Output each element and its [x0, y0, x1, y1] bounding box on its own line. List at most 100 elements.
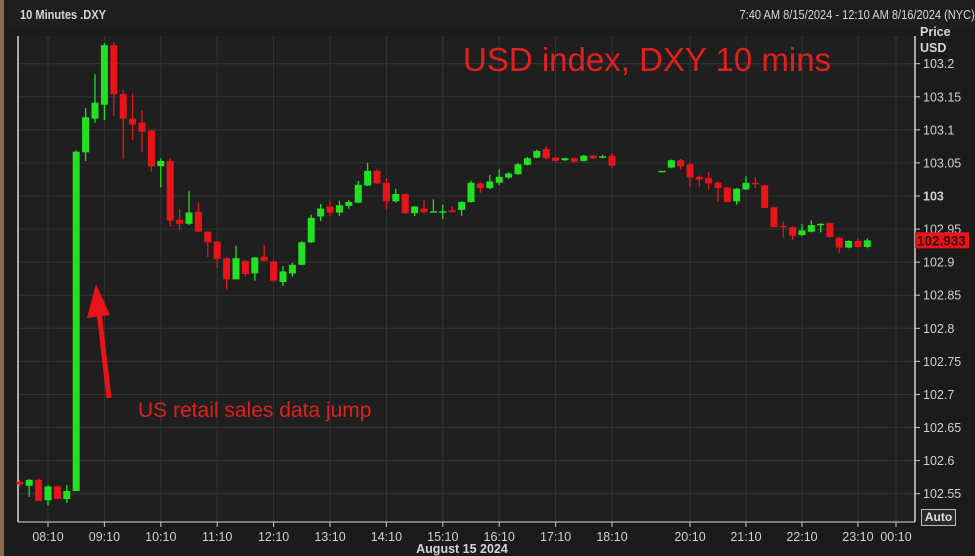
candle-14:10 — [382, 178, 390, 210]
candle-body — [91, 102, 99, 119]
candle-11:30 — [232, 245, 240, 280]
candle-13:10 — [326, 200, 334, 217]
candle-12:40 — [298, 240, 306, 266]
chart-time-range[interactable]: 7:40 AM 8/15/2024 - 12:10 AM 8/16/2024 (… — [739, 7, 975, 22]
candle-body — [232, 258, 240, 280]
candle-body — [401, 194, 409, 214]
candle-body — [298, 242, 306, 265]
candle-body — [542, 149, 550, 159]
candle-body — [223, 258, 231, 280]
candle-13:20 — [335, 200, 343, 216]
price-axis: 102.55 102.6 102.65 102.7 102.75 102.8 102.85 1… — [915, 57, 961, 501]
candle-11:00 — [204, 231, 212, 257]
candle-20:40 — [714, 181, 722, 202]
candle-body — [667, 160, 675, 168]
candle-body — [854, 240, 862, 247]
candle-18:10 — [608, 153, 616, 169]
currency-label: USD — [920, 41, 946, 55]
time-axis: 08:10 09:10 10:10 11:10 12:10 13:10 14:10 15:10… — [32, 522, 912, 544]
candle-11:20 — [223, 257, 231, 290]
candle-body — [589, 155, 597, 159]
candle-body — [307, 217, 315, 243]
candle-body — [467, 182, 475, 202]
candle-body — [157, 160, 165, 167]
candle-body — [807, 225, 815, 232]
candle-body — [110, 45, 118, 95]
candle-20:20 — [695, 175, 703, 187]
x-tick-label: 22:10 — [786, 530, 817, 544]
candle-17:10 — [552, 156, 560, 162]
y-tick-label: 103 — [923, 190, 944, 204]
candle-body — [382, 182, 390, 202]
candle-body — [448, 210, 456, 213]
x-tick-label: 12:10 — [258, 530, 289, 544]
candle-body — [733, 188, 741, 202]
candle-09:50 — [138, 110, 146, 152]
candles — [16, 42, 871, 506]
candle-22:30 — [817, 223, 825, 233]
candle-22:00 — [789, 226, 797, 240]
candle-body — [345, 201, 353, 206]
candle-body — [176, 219, 184, 224]
candle-14:50 — [420, 199, 428, 214]
y-tick-label: 102.85 — [923, 289, 961, 303]
candle-23:10 — [854, 238, 862, 248]
candle-11:10 — [213, 240, 221, 269]
x-tick-label: 11:10 — [202, 530, 232, 544]
candle-07:50 — [25, 479, 33, 497]
candle-21:10 — [742, 176, 750, 191]
y-tick-label: 102.8 — [923, 322, 954, 336]
candle-body — [770, 207, 778, 228]
x-tick-label: 20:10 — [674, 530, 705, 544]
auto-scale-button[interactable]: Auto — [921, 509, 956, 526]
candle-08:10 — [44, 485, 52, 506]
candle-11:40 — [241, 260, 249, 277]
candle-16:20 — [505, 172, 513, 179]
candle-body — [16, 481, 24, 485]
candle-22:10 — [798, 223, 806, 237]
candle-12:50 — [307, 214, 315, 243]
candle-16:30 — [514, 162, 522, 175]
candle-20:30 — [705, 172, 713, 190]
candle-body — [570, 158, 578, 162]
candle-13:00 — [317, 203, 325, 222]
y-tick-label: 102.75 — [923, 355, 961, 369]
candle-body — [429, 211, 437, 213]
candle-body — [213, 241, 221, 259]
candle-15:00 — [429, 199, 437, 213]
candle-08:20 — [53, 485, 61, 499]
candle-13:30 — [345, 199, 353, 209]
candle-body — [495, 176, 503, 183]
candle-14:20 — [392, 188, 400, 203]
y-tick-label: 102.6 — [923, 454, 954, 468]
x-tick-label: 15:10 — [427, 530, 458, 544]
candle-body — [845, 240, 853, 248]
candle-body — [608, 155, 616, 166]
annotation-arrow-icon — [87, 284, 112, 399]
candle-07:40 — [16, 479, 24, 487]
candle-15:20 — [448, 206, 456, 213]
candle-body — [63, 491, 71, 499]
candle-body — [373, 170, 381, 184]
x-tick-label: 13:10 — [314, 530, 345, 544]
candle-11:50 — [251, 256, 259, 281]
candle-body — [514, 164, 522, 175]
last-price-tag: 102.933 — [915, 232, 969, 249]
candle-body — [789, 227, 797, 236]
candle-body — [119, 94, 127, 119]
candle-09:40 — [129, 93, 137, 140]
candle-body — [166, 160, 174, 221]
x-tick-label: 08:10 — [32, 530, 63, 544]
x-tick-label: 18:10 — [596, 530, 627, 544]
candle-body — [241, 260, 249, 275]
candle-14:40 — [411, 205, 419, 216]
candle-body — [288, 264, 296, 274]
candle-09:20 — [110, 42, 118, 116]
candle-body — [317, 208, 325, 217]
candle-16:40 — [523, 156, 531, 166]
candle-body — [260, 256, 268, 261]
x-tick-label: 23:10 — [842, 530, 873, 544]
candle-09:00 — [91, 74, 99, 123]
candle-14:00 — [373, 168, 381, 185]
